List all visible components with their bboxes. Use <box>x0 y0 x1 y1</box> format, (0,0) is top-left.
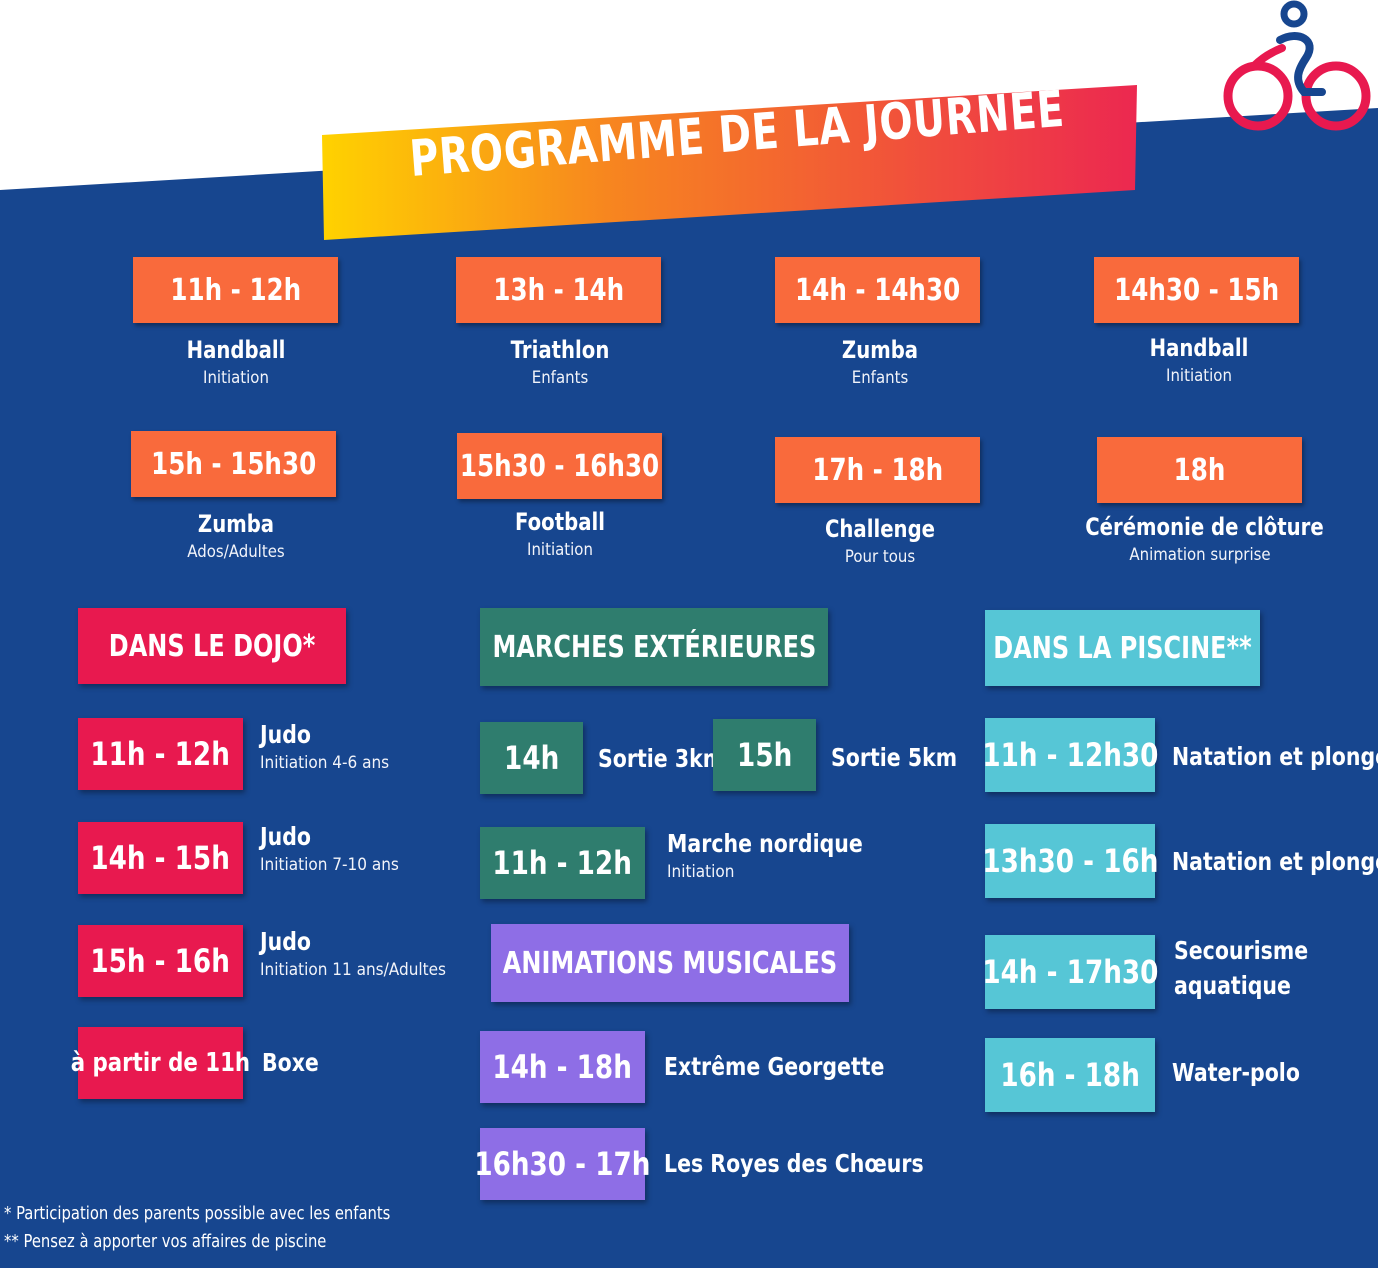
schedule-time-6: 15h30 - 16h30 <box>457 433 662 499</box>
marches-label-2: Sortie 5km <box>831 743 958 772</box>
dojo-slot-3: 15h - 16h <box>78 925 243 997</box>
piscine-label-3: Secourisme aquatique <box>1174 936 1309 1000</box>
marches-label-3: Marche nordique Initiation <box>667 829 863 882</box>
dojo-slot-2: 14h - 15h <box>78 822 243 894</box>
musique-slot-2: 16h30 - 17h <box>474 1128 651 1200</box>
schedule-activity-5: Zumba Ados/Adultes <box>187 510 285 562</box>
piscine-slot-1: 11h - 12h30 <box>982 718 1158 792</box>
schedule-time-8: 18h <box>1097 437 1302 503</box>
footnote-2: ** Pensez à apporter vos affaires de pis… <box>4 1231 327 1252</box>
piscine-slot-4: 16h - 18h <box>985 1038 1155 1112</box>
cyclist-icon <box>1223 0 1371 131</box>
piscine-slot-3: 14h - 17h30 <box>982 935 1158 1009</box>
dojo-slot-4: à partir de 11h <box>71 1027 250 1099</box>
piscine-label-4: Water-polo <box>1172 1058 1300 1087</box>
title-banner <box>322 85 1137 240</box>
schedule-time-5: 15h - 15h30 <box>131 431 336 497</box>
dojo-label-4: Boxe <box>262 1048 319 1077</box>
dojo-label-3: Judo Initiation 11 ans/Adultes <box>260 927 447 980</box>
musique-slot-1: 14h - 18h <box>480 1031 645 1103</box>
dojo-section-title: DANS LE DOJO* <box>78 608 346 684</box>
schedule-activity-6: Football Initiation <box>515 508 605 560</box>
schedule-time-4: 14h30 - 15h <box>1094 257 1299 323</box>
schedule-time-2: 13h - 14h <box>456 257 661 323</box>
schedule-activity-4: Handball Initiation <box>1149 334 1249 386</box>
schedule-activity-1: Handball Initiation <box>186 336 286 388</box>
musique-section-title: ANIMATIONS MUSICALES <box>491 924 849 1002</box>
marches-slot-1: 14h <box>480 722 583 794</box>
schedule-activity-8: Cérémonie de clôture Animation surprise <box>1085 513 1324 565</box>
piscine-label-2: Natation et plongée <box>1172 847 1378 876</box>
dojo-label-2: Judo Initiation 7-10 ans <box>260 822 399 875</box>
schedule-time-7: 17h - 18h <box>775 437 980 503</box>
marches-slot-3: 11h - 12h <box>480 827 645 899</box>
dojo-label-1: Judo Initiation 4-6 ans <box>260 720 390 773</box>
marches-section-title: MARCHES EXTÉRIEURES <box>480 608 828 686</box>
schedule-time-3: 14h - 14h30 <box>775 257 980 323</box>
dojo-slot-1: 11h - 12h <box>78 718 243 790</box>
piscine-label-1: Natation et plongée <box>1172 742 1378 771</box>
schedule-time-1: 11h - 12h <box>133 257 338 323</box>
footnote-1: * Participation des parents possible ave… <box>4 1203 391 1224</box>
marches-slot-2: 15h <box>713 719 816 791</box>
marches-label-1: Sortie 3km <box>598 744 725 773</box>
schedule-activity-2: Triathlon Enfants <box>510 336 610 388</box>
piscine-slot-2: 13h30 - 16h <box>982 824 1158 898</box>
schedule-activity-7: Challenge Pour tous <box>824 515 936 567</box>
musique-label-2: Les Royes des Chœurs <box>664 1149 924 1178</box>
musique-label-1: Extrême Georgette <box>664 1052 885 1081</box>
schedule-activity-3: Zumba Enfants <box>841 336 919 388</box>
piscine-section-title: DANS LA PISCINE** <box>985 610 1260 686</box>
